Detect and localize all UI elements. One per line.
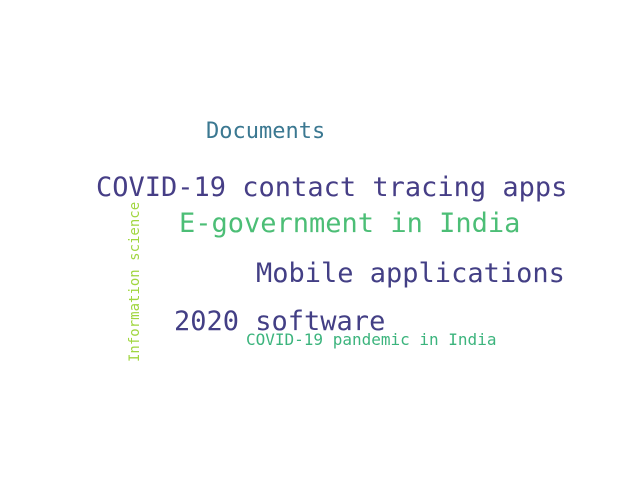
word-e-government-in-india: E-government in India [179, 208, 521, 239]
word-2020-software: 2020 software [174, 306, 386, 337]
word-covid-pandemic-in-india: COVID-19 pandemic in India [246, 330, 497, 349]
word-documents: Documents [206, 119, 326, 144]
word-information-science: Information science [127, 201, 143, 362]
word-covid-contact-tracing-apps: COVID-19 contact tracing apps [96, 172, 568, 203]
word-mobile-applications: Mobile applications [256, 258, 565, 289]
